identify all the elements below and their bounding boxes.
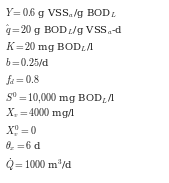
Text: $\dot{Q} = 1000$ m$^3$/d: $\dot{Q} = 1000$ m$^3$/d: [5, 156, 73, 173]
Text: $f_d = 0.8$: $f_d = 0.8$: [5, 73, 40, 87]
Text: $Y = 0.6$ g VSS$_a$/g BOD$_L$: $Y = 0.6$ g VSS$_a$/g BOD$_L$: [5, 6, 117, 20]
Text: $b = 0.25$/d: $b = 0.25$/d: [5, 56, 50, 68]
Text: $K = 20$ mg BOD$_L$/l: $K = 20$ mg BOD$_L$/l: [5, 40, 95, 54]
Text: $X_v^0 = 0$: $X_v^0 = 0$: [5, 123, 37, 139]
Text: $\hat{q} = 20$ g BOD$_L$/g VSS$_a$-d: $\hat{q} = 20$ g BOD$_L$/g VSS$_a$-d: [5, 23, 123, 37]
Text: $S^0 = 10{,}000$ mg BOD$_L$/l: $S^0 = 10{,}000$ mg BOD$_L$/l: [5, 90, 116, 104]
Text: $\theta_x = 6$ d: $\theta_x = 6$ d: [5, 140, 42, 153]
Text: $X_v = 4000$ mg/l: $X_v = 4000$ mg/l: [5, 106, 76, 120]
